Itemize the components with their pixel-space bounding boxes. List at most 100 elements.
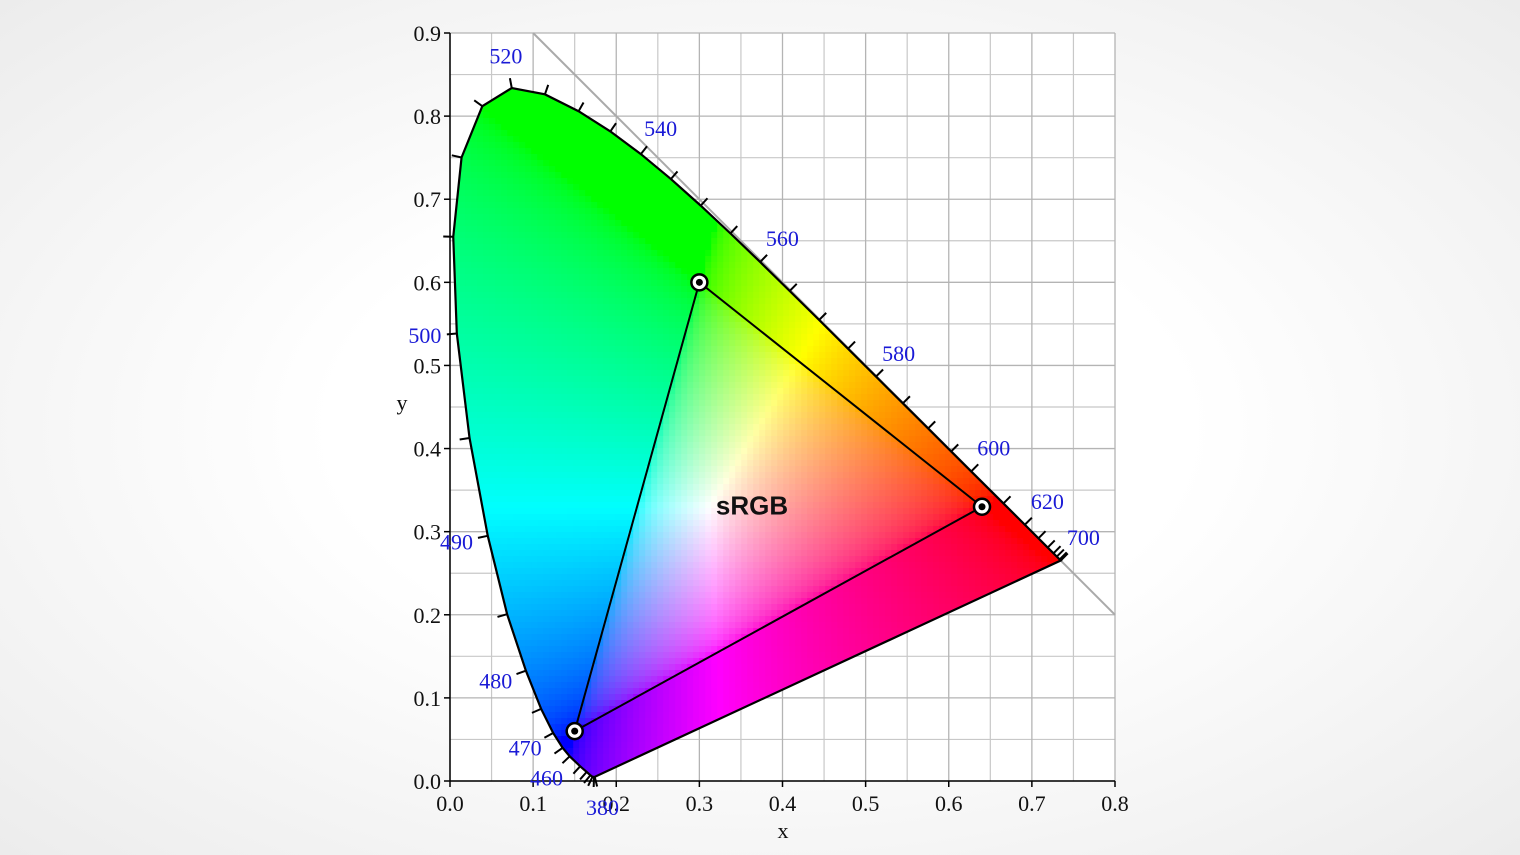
- gamut-cell: [555, 166, 562, 173]
- gamut-cell: [489, 148, 496, 155]
- gamut-cell: [729, 304, 736, 311]
- gamut-cell: [555, 310, 562, 317]
- gamut-cell: [639, 154, 646, 161]
- gamut-cell: [531, 268, 538, 275]
- gamut-cell: [549, 232, 556, 239]
- gamut-cell: [543, 178, 550, 185]
- gamut-cell: [711, 268, 718, 275]
- gamut-cell: [471, 190, 478, 197]
- gamut-cell: [489, 328, 496, 335]
- gamut-cell: [825, 352, 832, 359]
- gamut-cell: [639, 250, 646, 257]
- gamut-cell: [651, 238, 658, 245]
- gamut-cell: [561, 370, 568, 377]
- gamut-cell: [495, 346, 502, 353]
- gamut-cell: [657, 184, 664, 191]
- gamut-cell: [663, 364, 670, 371]
- gamut-cell: [507, 124, 514, 131]
- gamut-cell: [651, 262, 658, 269]
- gamut-cell: [483, 310, 490, 317]
- gamut-cell: [645, 310, 652, 317]
- gamut-cell: [549, 262, 556, 269]
- gamut-cell: [549, 178, 556, 185]
- gamut-cell: [531, 352, 538, 359]
- gamut-cell: [585, 226, 592, 233]
- gamut-cell: [705, 322, 712, 329]
- gamut-cell: [459, 256, 466, 263]
- gamut-cell: [723, 304, 730, 311]
- gamut-cell: [825, 328, 832, 335]
- gamut-cell: [627, 328, 634, 335]
- gamut-cell: [723, 292, 730, 299]
- gamut-cell: [579, 154, 586, 161]
- gamut-cell: [627, 220, 634, 227]
- gamut-cell: [537, 310, 544, 317]
- gamut-cell: [519, 130, 526, 137]
- gamut-cell: [537, 214, 544, 221]
- gamut-cell: [531, 322, 538, 329]
- gamut-cell: [519, 304, 526, 311]
- gamut-cell: [543, 334, 550, 341]
- gamut-cell: [537, 244, 544, 251]
- gamut-cell: [717, 322, 724, 329]
- gamut-cell: [807, 340, 814, 347]
- gamut-cell: [591, 340, 598, 347]
- gamut-cell: [501, 250, 508, 257]
- gamut-cell: [591, 298, 598, 305]
- gamut-cell: [675, 196, 682, 203]
- gamut-cell: [765, 364, 772, 371]
- gamut-cell: [651, 310, 658, 317]
- gamut-cell: [699, 250, 706, 257]
- gamut-cell: [705, 214, 712, 221]
- gamut-cell: [813, 328, 820, 335]
- gamut-cell: [663, 202, 670, 209]
- gamut-cell: [543, 238, 550, 245]
- gamut-cell: [477, 352, 484, 359]
- gamut-cell: [597, 220, 604, 227]
- gamut-cell: [495, 364, 502, 371]
- gamut-cell: [663, 250, 670, 257]
- gamut-cell: [597, 340, 604, 347]
- gamut-cell: [501, 364, 508, 371]
- gamut-cell: [519, 322, 526, 329]
- gamut-cell: [705, 250, 712, 257]
- gamut-cell: [609, 340, 616, 347]
- gamut-cell: [513, 208, 520, 215]
- gamut-cell: [633, 322, 640, 329]
- gamut-cell: [591, 178, 598, 185]
- gamut-cell: [549, 334, 556, 341]
- gamut-cell: [639, 238, 646, 245]
- gamut-cell: [657, 364, 664, 371]
- gamut-cell: [543, 232, 550, 239]
- gamut-cell: [657, 262, 664, 269]
- gamut-cell: [627, 214, 634, 221]
- gamut-cell: [669, 268, 676, 275]
- gamut-cell: [483, 376, 490, 383]
- gamut-cell: [477, 298, 484, 305]
- gamut-cell: [483, 184, 490, 191]
- gamut-cell: [567, 172, 574, 179]
- gamut-cell: [735, 352, 742, 359]
- gamut-cell: [501, 208, 508, 215]
- gamut-cell: [765, 322, 772, 329]
- gamut-cell: [615, 340, 622, 347]
- gamut-cell: [501, 148, 508, 155]
- gamut-cell: [693, 346, 700, 353]
- gamut-cell: [543, 358, 550, 365]
- gamut-cell: [759, 292, 766, 299]
- gamut-cell: [531, 304, 538, 311]
- gamut-cell: [639, 286, 646, 293]
- gamut-cell: [609, 232, 616, 239]
- gamut-cell: [633, 214, 640, 221]
- gamut-cell: [483, 226, 490, 233]
- gamut-cell: [723, 358, 730, 365]
- gamut-cell: [681, 238, 688, 245]
- gamut-cell: [543, 364, 550, 371]
- gamut-cell: [789, 328, 796, 335]
- gamut-cell: [561, 364, 568, 371]
- gamut-cell: [513, 202, 520, 209]
- gamut-cell: [591, 304, 598, 311]
- gamut-cell: [687, 292, 694, 299]
- gamut-cell: [843, 370, 850, 377]
- gamut-cell: [759, 322, 766, 329]
